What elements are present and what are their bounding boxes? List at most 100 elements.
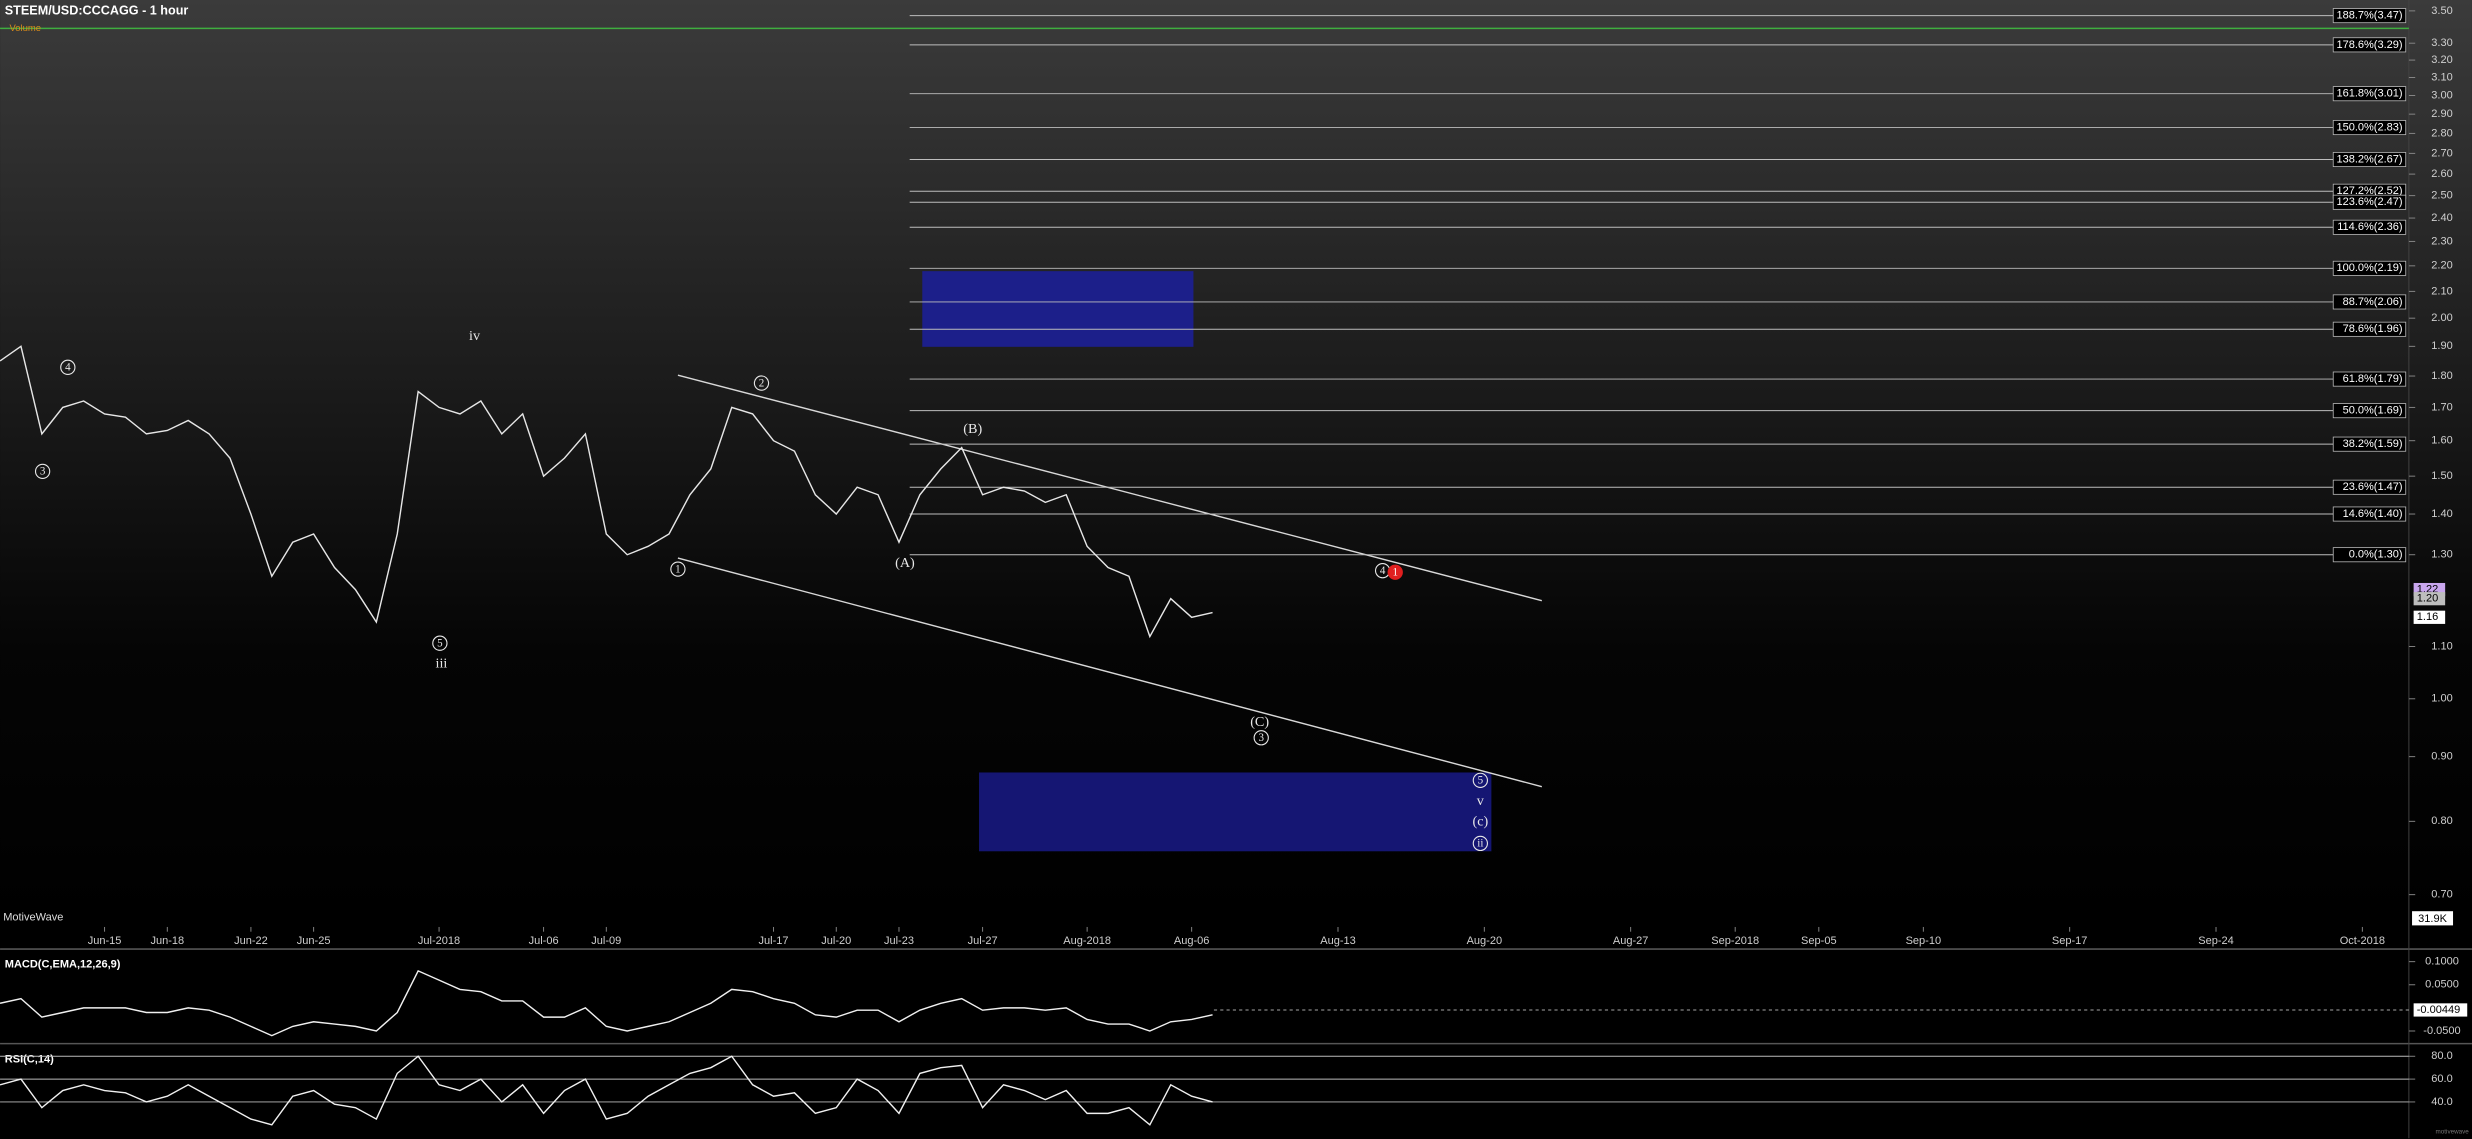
y-tick-label: 3.20 — [2431, 54, 2452, 66]
wave-label: 1 — [675, 563, 681, 575]
wave-label: 2 — [759, 377, 765, 389]
fib-label: 88.7%(2.06) — [2343, 296, 2403, 308]
x-tick-label: Sep-05 — [1801, 935, 1837, 947]
fib-label: 123.6%(2.47) — [2336, 196, 2402, 208]
wave-label: ii — [1477, 838, 1483, 850]
y-tick-label: 40.0 — [2431, 1096, 2452, 1108]
wave-label: 5 — [437, 638, 443, 650]
wave-label: 4 — [1380, 565, 1386, 577]
rsi-title: RSI(C,14) — [5, 1053, 54, 1065]
x-tick-label: Sep-17 — [2052, 935, 2088, 947]
fib-label: 138.2%(2.67) — [2336, 153, 2402, 165]
fib-label-bg — [2332, 436, 2407, 452]
fib-label-bg — [2332, 152, 2407, 168]
y-tick-label: 2.90 — [2431, 108, 2452, 120]
y-tick-label: 60.0 — [2431, 1073, 2452, 1085]
current-value-bg — [2413, 1003, 2468, 1017]
y-tick-label: 80.0 — [2431, 1050, 2452, 1062]
y-tick-label: 3.10 — [2431, 71, 2452, 83]
fib-label-bg — [2332, 479, 2407, 495]
series-line — [0, 1055, 1213, 1126]
wave-circle — [753, 375, 770, 391]
y-tick-label: 2.80 — [2431, 127, 2452, 139]
x-tick-label: Jun-15 — [88, 935, 122, 947]
fib-label-bg — [2332, 8, 2407, 24]
y-tick-label: 2.50 — [2431, 190, 2452, 202]
wave-label: (B) — [963, 421, 982, 437]
y-tick-label: 1.00 — [2431, 693, 2452, 705]
y-tick-label: 1.10 — [2431, 640, 2452, 652]
wave-label: iii — [436, 656, 448, 672]
y-tick-label: 2.40 — [2431, 212, 2452, 224]
fib-label-bg — [2332, 321, 2407, 337]
y-tick-label: 2.70 — [2431, 147, 2452, 159]
macd-panel — [0, 950, 2409, 1041]
wave-label: (c) — [1472, 813, 1488, 829]
x-tick-label: Sep-2018 — [1711, 935, 1759, 947]
x-tick-label: Aug-06 — [1174, 935, 1210, 947]
fib-label-bg — [2332, 86, 2407, 102]
fib-label: 50.0%(1.69) — [2343, 405, 2403, 417]
y-tick-label: 3.50 — [2431, 5, 2452, 17]
fib-label-bg — [2332, 194, 2407, 210]
current-value-label: 1.16 — [2417, 611, 2438, 623]
wave-label: 3 — [40, 466, 46, 478]
y-tick-label: 2.20 — [2431, 260, 2452, 272]
wave-label: iv — [469, 328, 481, 344]
wave-circle — [670, 561, 686, 577]
wave-circle — [1472, 835, 1488, 852]
x-tick-label: Jul-2018 — [418, 935, 460, 947]
trend-channel-lower — [677, 557, 1543, 788]
watermark: motivewave — [2436, 1129, 2470, 1136]
x-tick-label: Sep-10 — [1906, 935, 1942, 947]
y-tick-label: 2.60 — [2431, 168, 2452, 180]
current-value-bg — [2413, 592, 2446, 606]
fib-label: 150.0%(2.83) — [2336, 121, 2402, 133]
wave-label: v — [1477, 793, 1485, 809]
y-tick-label: 0.80 — [2431, 815, 2452, 827]
fib-label: 100.0%(2.19) — [2336, 262, 2402, 274]
fib-label: 23.6%(1.47) — [2343, 481, 2403, 493]
fib-label: 188.7%(3.47) — [2336, 10, 2402, 22]
x-tick-label: Jul-23 — [884, 935, 914, 947]
macd-title: MACD(C,EMA,12,26,9) — [5, 959, 121, 971]
y-tick-label: 1.80 — [2431, 370, 2452, 382]
wave-circle — [60, 359, 76, 375]
fib-label: 0.0%(1.30) — [2349, 549, 2403, 561]
x-tick-label: Jul-09 — [591, 935, 621, 947]
fib-label: 178.6%(3.29) — [2336, 39, 2402, 51]
y-tick-label: 0.1000 — [2425, 956, 2459, 968]
volume-title: Volume — [10, 23, 41, 34]
fib-label-bg — [2332, 506, 2407, 522]
x-tick-label: Aug-2018 — [1063, 935, 1111, 947]
y-tick-label: 1.60 — [2431, 435, 2452, 447]
fib-label-bg — [2332, 403, 2407, 419]
fib-label: 78.6%(1.96) — [2343, 323, 2403, 335]
volume-label-bg — [2412, 911, 2454, 926]
wave-circle — [34, 463, 51, 480]
y-tick-label: 1.90 — [2431, 340, 2452, 352]
wave-label: 3 — [1258, 732, 1264, 744]
fib-label-bg — [2332, 547, 2407, 563]
wave-label: 5 — [1478, 775, 1484, 787]
x-tick-label: Aug-20 — [1467, 935, 1503, 947]
y-tick-label: 1.40 — [2431, 508, 2452, 520]
y-tick-label: 0.90 — [2431, 751, 2452, 763]
fib-label: 38.2%(1.59) — [2343, 438, 2403, 450]
x-tick-label: Jun-18 — [150, 935, 184, 947]
series-line — [0, 345, 1213, 639]
y-tick-label: 1.70 — [2431, 401, 2452, 413]
x-tick-label: Sep-24 — [2198, 935, 2234, 947]
target-zone — [979, 772, 1492, 852]
fib-label-bg — [2332, 37, 2407, 53]
y-tick-label: 0.0500 — [2425, 979, 2459, 991]
x-tick-label: Jun-25 — [297, 935, 331, 947]
current-value-label: 1.20 — [2417, 593, 2438, 605]
wave-label: 1 — [1392, 567, 1398, 579]
wave-label: (A) — [895, 555, 915, 571]
y-tick-label: 3.00 — [2431, 89, 2452, 101]
fib-label: 161.8%(3.01) — [2336, 88, 2402, 100]
y-tick-label: 1.50 — [2431, 470, 2452, 482]
current-value-bg — [2413, 610, 2446, 624]
